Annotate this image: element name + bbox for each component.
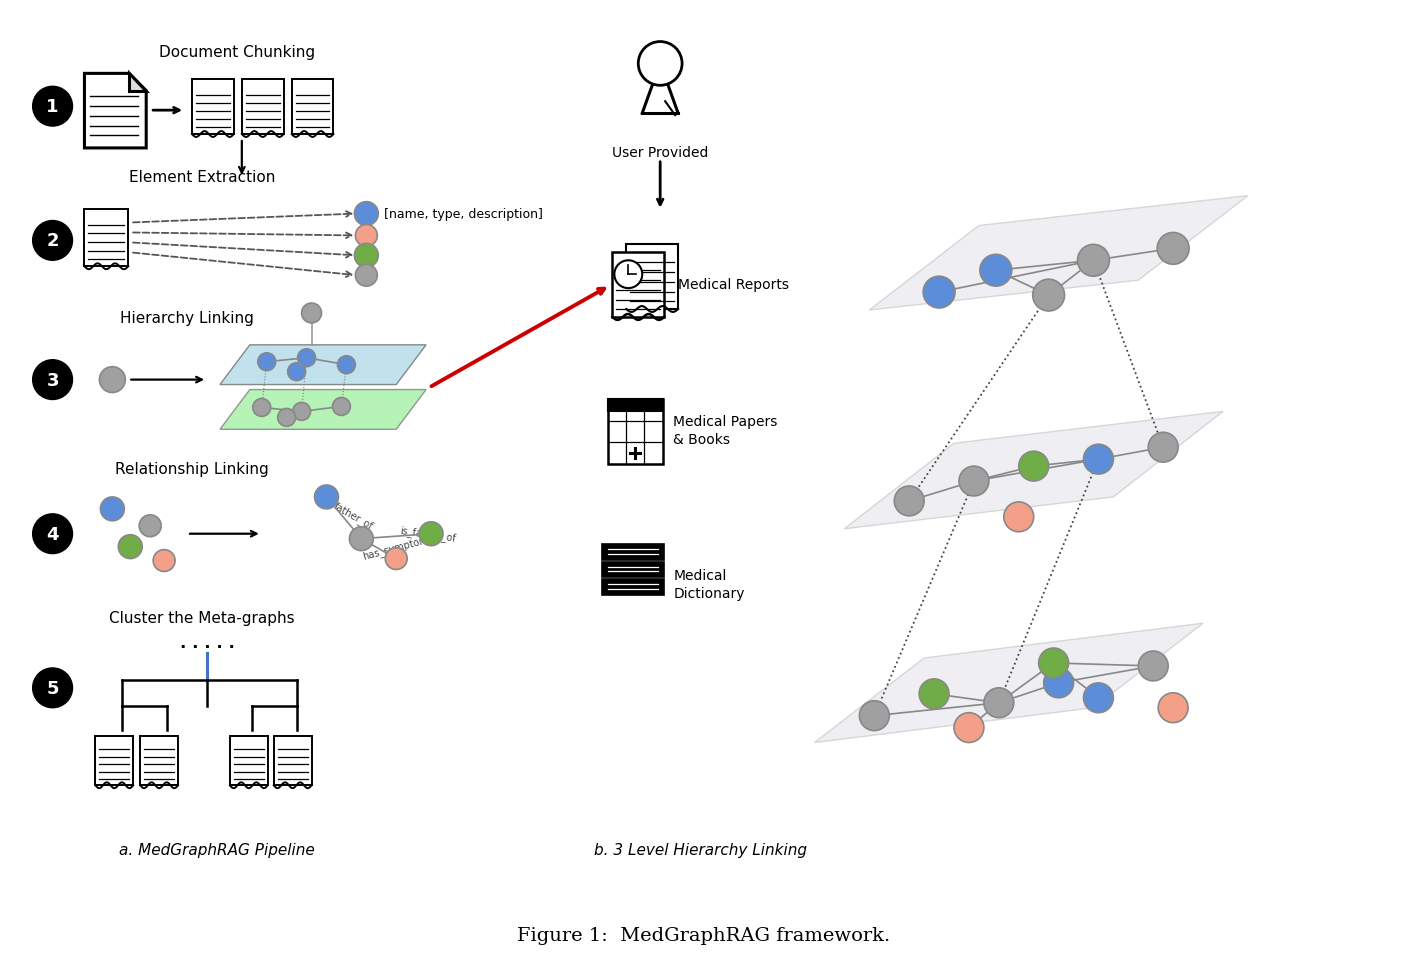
Bar xyxy=(603,545,665,560)
Circle shape xyxy=(1019,452,1049,482)
Bar xyxy=(603,562,665,578)
Text: has_symptom: has_symptom xyxy=(362,533,429,561)
Text: Figure 1:  MedGraphRAG framework.: Figure 1: MedGraphRAG framework. xyxy=(517,926,891,945)
Circle shape xyxy=(1077,245,1110,277)
Bar xyxy=(608,400,663,412)
Text: Document Chunking: Document Chunking xyxy=(159,45,315,59)
Polygon shape xyxy=(815,624,1202,743)
Bar xyxy=(603,579,665,596)
Bar xyxy=(84,209,128,267)
Circle shape xyxy=(32,515,72,554)
Text: a. MedGraphRAG Pipeline: a. MedGraphRAG Pipeline xyxy=(120,842,315,857)
Bar xyxy=(96,735,134,786)
Text: Dictionary: Dictionary xyxy=(674,587,746,601)
Bar xyxy=(608,400,663,464)
Polygon shape xyxy=(84,75,146,149)
Circle shape xyxy=(32,221,72,261)
Bar xyxy=(273,735,311,786)
Circle shape xyxy=(32,87,72,127)
Circle shape xyxy=(1159,693,1188,723)
Circle shape xyxy=(638,43,681,86)
Circle shape xyxy=(338,357,355,374)
Polygon shape xyxy=(845,412,1224,529)
Circle shape xyxy=(955,713,984,743)
Circle shape xyxy=(1043,669,1073,698)
Circle shape xyxy=(1084,445,1114,475)
Circle shape xyxy=(355,265,377,287)
Circle shape xyxy=(355,244,379,268)
Circle shape xyxy=(32,360,72,400)
Circle shape xyxy=(100,367,125,393)
Circle shape xyxy=(287,363,306,381)
Text: Cluster the Meta-graphs: Cluster the Meta-graphs xyxy=(110,610,294,626)
Circle shape xyxy=(314,485,338,510)
Circle shape xyxy=(355,203,379,226)
Circle shape xyxy=(277,409,296,427)
Circle shape xyxy=(1084,683,1114,713)
Polygon shape xyxy=(130,75,146,91)
Text: Relationship Linking: Relationship Linking xyxy=(115,461,269,477)
Text: [name, type, description]: [name, type, description] xyxy=(384,207,543,221)
Text: 5: 5 xyxy=(46,679,59,697)
Text: Element Extraction: Element Extraction xyxy=(128,170,275,185)
Circle shape xyxy=(984,688,1014,718)
Circle shape xyxy=(349,527,373,551)
Text: 2: 2 xyxy=(46,233,59,250)
Bar xyxy=(612,253,665,318)
Circle shape xyxy=(1039,648,1069,678)
Circle shape xyxy=(1157,234,1190,265)
Circle shape xyxy=(980,255,1012,287)
Circle shape xyxy=(924,277,955,309)
Polygon shape xyxy=(220,345,427,385)
Bar xyxy=(230,735,268,786)
Text: Hierarchy Linking: Hierarchy Linking xyxy=(120,311,253,326)
Circle shape xyxy=(386,548,407,570)
Circle shape xyxy=(258,354,276,371)
Circle shape xyxy=(253,399,270,417)
Circle shape xyxy=(139,516,161,537)
Circle shape xyxy=(959,467,988,496)
Polygon shape xyxy=(220,391,427,430)
Circle shape xyxy=(100,497,124,521)
Circle shape xyxy=(301,303,321,324)
Circle shape xyxy=(859,701,890,731)
Text: Medical: Medical xyxy=(674,569,728,583)
Text: 1: 1 xyxy=(46,98,59,116)
Circle shape xyxy=(293,403,311,421)
Circle shape xyxy=(1138,651,1169,681)
Text: 3: 3 xyxy=(46,371,59,390)
Circle shape xyxy=(919,679,949,709)
Text: Medical Reports: Medical Reports xyxy=(679,278,788,292)
Circle shape xyxy=(614,261,642,289)
Bar xyxy=(291,80,334,135)
Circle shape xyxy=(1004,502,1033,532)
Text: User Provided: User Provided xyxy=(612,145,708,160)
Circle shape xyxy=(1149,433,1178,462)
Bar xyxy=(627,245,679,310)
Text: & Books: & Books xyxy=(673,433,731,447)
Bar xyxy=(242,80,283,135)
Circle shape xyxy=(118,535,142,559)
Circle shape xyxy=(297,350,315,367)
Text: 4: 4 xyxy=(46,525,59,544)
Circle shape xyxy=(420,522,444,547)
Polygon shape xyxy=(869,197,1247,311)
Text: father_of: father_of xyxy=(331,500,375,531)
Circle shape xyxy=(355,225,377,247)
Text: is_father_of: is_father_of xyxy=(400,525,456,544)
Bar xyxy=(191,80,234,135)
Text: b. 3 Level Hierarchy Linking: b. 3 Level Hierarchy Linking xyxy=(594,842,807,857)
Circle shape xyxy=(153,550,175,572)
Circle shape xyxy=(1032,280,1064,312)
Text: Medical Papers: Medical Papers xyxy=(673,415,777,429)
Bar xyxy=(141,735,177,786)
Circle shape xyxy=(894,486,924,516)
Circle shape xyxy=(32,669,72,708)
Circle shape xyxy=(332,398,351,416)
Text: . . . . .: . . . . . xyxy=(180,634,234,651)
